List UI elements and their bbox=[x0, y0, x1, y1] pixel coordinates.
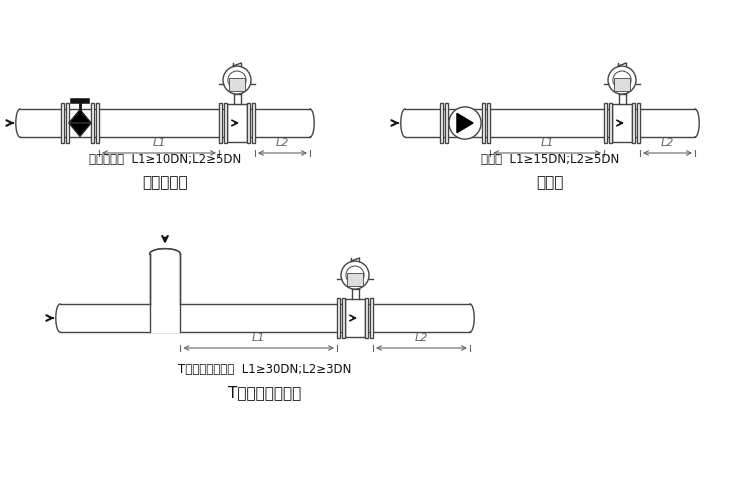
Bar bbox=[632, 103, 635, 143]
Bar bbox=[637, 103, 640, 143]
Bar bbox=[91, 103, 94, 143]
Text: L2: L2 bbox=[276, 138, 290, 148]
Bar bbox=[347, 273, 363, 285]
Text: L2: L2 bbox=[661, 138, 674, 148]
Bar bbox=[487, 103, 490, 143]
Circle shape bbox=[346, 266, 364, 284]
Bar bbox=[61, 103, 64, 143]
Bar bbox=[364, 298, 368, 338]
Circle shape bbox=[228, 71, 246, 89]
Text: T形三通、混合流  L1≥30DN;L2≥3DN: T形三通、混合流 L1≥30DN;L2≥3DN bbox=[178, 363, 352, 376]
Bar bbox=[66, 103, 69, 143]
Bar bbox=[612, 104, 632, 142]
Bar bbox=[230, 78, 244, 91]
Text: 泵下游: 泵下游 bbox=[536, 175, 564, 190]
Bar bbox=[337, 298, 340, 338]
Bar bbox=[96, 103, 99, 143]
Polygon shape bbox=[69, 123, 91, 136]
Circle shape bbox=[341, 261, 369, 289]
Bar bbox=[614, 78, 630, 91]
Text: 泵下游  L1≥15DN;L2≥5DN: 泵下游 L1≥15DN;L2≥5DN bbox=[481, 153, 620, 166]
Text: L1: L1 bbox=[152, 138, 166, 148]
Circle shape bbox=[608, 66, 636, 94]
Polygon shape bbox=[457, 114, 473, 133]
Text: 截止阀下游  L1≥10DN;L2≥5DN: 截止阀下游 L1≥10DN;L2≥5DN bbox=[88, 153, 242, 166]
Text: L1: L1 bbox=[252, 333, 266, 343]
Circle shape bbox=[449, 107, 481, 139]
Bar bbox=[227, 104, 247, 142]
Bar bbox=[342, 298, 345, 338]
Polygon shape bbox=[149, 254, 181, 304]
Text: L1: L1 bbox=[540, 138, 554, 148]
Bar bbox=[370, 298, 374, 338]
Polygon shape bbox=[69, 110, 91, 123]
Bar bbox=[604, 103, 608, 143]
Bar bbox=[224, 103, 227, 143]
Bar bbox=[345, 299, 365, 337]
Text: T形三通、混合流: T形三通、混合流 bbox=[228, 385, 302, 400]
Bar bbox=[247, 103, 250, 143]
Polygon shape bbox=[60, 304, 470, 332]
Bar bbox=[219, 103, 222, 143]
Polygon shape bbox=[149, 304, 181, 332]
Circle shape bbox=[223, 66, 251, 94]
Bar bbox=[445, 103, 448, 143]
Text: 截止阀下游: 截止阀下游 bbox=[142, 175, 188, 190]
Bar bbox=[609, 103, 612, 143]
Bar bbox=[252, 103, 255, 143]
Polygon shape bbox=[20, 109, 310, 137]
Bar bbox=[440, 103, 443, 143]
Text: L2: L2 bbox=[415, 333, 428, 343]
Bar bbox=[482, 103, 485, 143]
Polygon shape bbox=[405, 109, 695, 137]
Circle shape bbox=[613, 71, 631, 89]
